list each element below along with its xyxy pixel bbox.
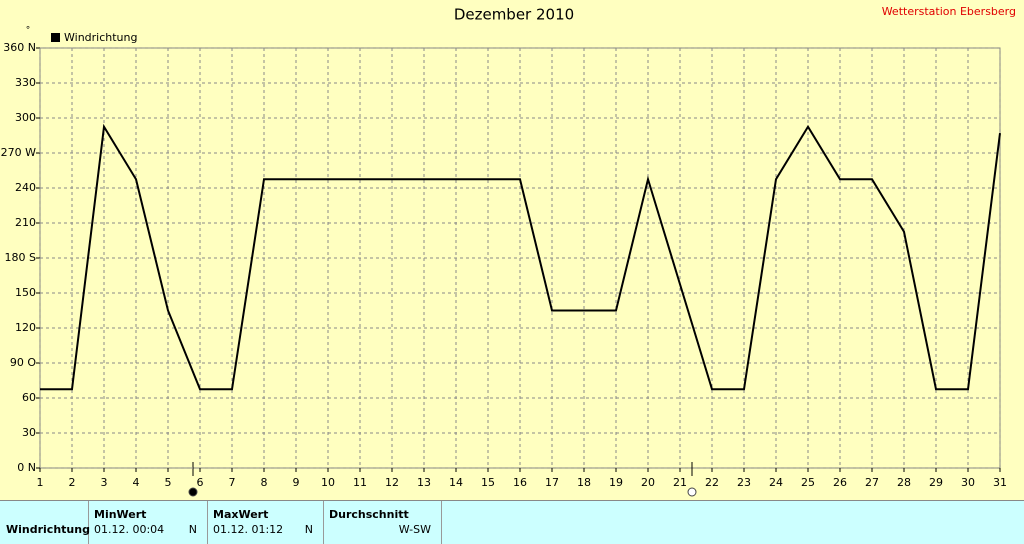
- x-tick-label: 18: [577, 476, 591, 489]
- min-time: 01.12. 00:04: [94, 523, 165, 536]
- x-tick-label: 29: [929, 476, 943, 489]
- x-tick-label: 1: [37, 476, 44, 489]
- x-tick-label: 12: [385, 476, 399, 489]
- y-tick-label: 30: [22, 426, 36, 439]
- x-tick-label: 11: [353, 476, 367, 489]
- chart: Dezember 2010 Wetterstation Ebersberg ° …: [1, 5, 1016, 497]
- x-tick-label: 27: [865, 476, 879, 489]
- x-tick-label: 20: [641, 476, 655, 489]
- x-tick-label: 16: [513, 476, 527, 489]
- y-tick-label: 90 O: [10, 356, 36, 369]
- x-tick-label: 5: [165, 476, 172, 489]
- y-tick-label: 120: [15, 321, 36, 334]
- x-tick-label: 26: [833, 476, 847, 489]
- y-tick-label: 210: [15, 216, 36, 229]
- x-tick-label: 7: [229, 476, 236, 489]
- legend-swatch: [51, 33, 60, 42]
- chart-title: Dezember 2010: [454, 6, 574, 24]
- x-tick-label: 6: [197, 476, 204, 489]
- y-tick-label: 360 N: [3, 41, 36, 54]
- column-header: MaxWert: [213, 508, 269, 521]
- new-moon-icon: [687, 487, 697, 497]
- y-tick-label: 300: [15, 111, 36, 124]
- x-tick-label: 24: [769, 476, 783, 489]
- x-tick-label: 14: [449, 476, 463, 489]
- max-value: N: [304, 523, 313, 536]
- x-tick-label: 31: [993, 476, 1007, 489]
- x-tick-label: 2: [69, 476, 76, 489]
- y-tick-label: 330: [15, 76, 36, 89]
- station-name: Wetterstation Ebersberg: [882, 5, 1016, 18]
- x-tick-label: 25: [801, 476, 815, 489]
- summary-table: Windrichtung MinWert 01.12. 00:04 N MaxW…: [0, 500, 1024, 544]
- y-tick-label: 240: [15, 181, 36, 194]
- x-tick-label: 22: [705, 476, 719, 489]
- x-tick-label: 30: [961, 476, 975, 489]
- x-tick-label: 23: [737, 476, 751, 489]
- x-tick-label: 9: [293, 476, 300, 489]
- y-tick-label: 150: [15, 286, 36, 299]
- column-header: Durchschnitt: [329, 508, 409, 521]
- legend-label: Windrichtung: [64, 31, 137, 44]
- label-column: Windrichtung: [0, 501, 90, 544]
- data-line: [40, 123, 1001, 391]
- y-tick-label: 0 N: [17, 461, 36, 474]
- x-tick-label: 4: [133, 476, 140, 489]
- x-tick-label: 8: [261, 476, 268, 489]
- x-tick-label: 3: [101, 476, 108, 489]
- x-tick-label: 15: [481, 476, 495, 489]
- row-label: Windrichtung: [6, 523, 90, 536]
- min-value: N: [188, 523, 197, 536]
- x-tick-label: 10: [321, 476, 335, 489]
- x-tick-label: 28: [897, 476, 911, 489]
- avg-column: Durchschnitt W-SW: [323, 501, 442, 544]
- max-time: 01.12. 01:12: [213, 523, 284, 536]
- y-unit: °: [26, 26, 31, 36]
- x-tick-label: 19: [609, 476, 623, 489]
- x-tick-label: 21: [673, 476, 687, 489]
- y-tick-label: 60: [22, 391, 36, 404]
- min-column: MinWert 01.12. 00:04 N: [88, 501, 208, 544]
- y-tick-label: 180 S: [5, 251, 36, 264]
- full-moon-icon: [188, 487, 198, 497]
- y-tick-label: 270 W: [1, 146, 36, 159]
- x-tick-label: 17: [545, 476, 559, 489]
- max-column: MaxWert 01.12. 01:12 N: [207, 501, 324, 544]
- x-tick-label: 13: [417, 476, 431, 489]
- avg-value: W-SW: [398, 523, 431, 536]
- column-header: MinWert: [94, 508, 147, 521]
